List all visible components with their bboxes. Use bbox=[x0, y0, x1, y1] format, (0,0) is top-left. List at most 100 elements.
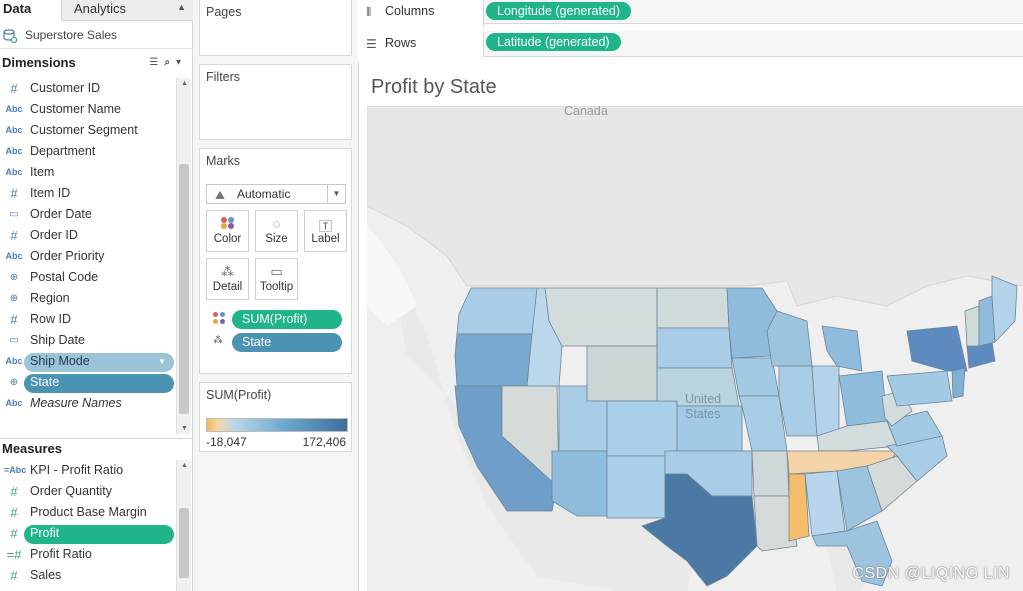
state-arkansas[interactable] bbox=[751, 450, 790, 497]
detail-button[interactable]: ⁂ Detail bbox=[206, 258, 249, 300]
field-item[interactable]: Abc Item bbox=[0, 162, 176, 183]
state-north-dakota[interactable] bbox=[656, 287, 730, 329]
columns-pill[interactable]: Longitude (generated) bbox=[486, 2, 632, 20]
measures-header: Measures bbox=[0, 438, 193, 460]
data-pane: Data Analytics ▲ Superstore Sales Dimens… bbox=[0, 0, 193, 591]
state-michigan[interactable] bbox=[821, 325, 863, 372]
state-ohio[interactable] bbox=[838, 370, 888, 427]
field-order-id[interactable]: # Order ID bbox=[0, 225, 176, 246]
map-label-canada: Canada bbox=[564, 106, 608, 118]
profit-legend-card[interactable]: SUM(Profit) -18,047 172,406 bbox=[199, 382, 352, 452]
field-state-highlight bbox=[24, 374, 174, 393]
field-postal-code[interactable]: ⊕ Postal Code bbox=[0, 267, 176, 288]
state-mississippi[interactable] bbox=[788, 473, 810, 542]
label-button[interactable]: 🅃 Label bbox=[304, 210, 347, 252]
scroll-up-icon[interactable]: ▲ bbox=[181, 80, 188, 87]
watermark: CSDN @LIQING LIN bbox=[852, 565, 1010, 582]
filters-title: Filters bbox=[206, 70, 241, 84]
state-washington[interactable] bbox=[456, 287, 538, 335]
tab-data[interactable]: Data bbox=[0, 0, 61, 21]
text-label-icon: 🅃 bbox=[318, 219, 332, 234]
field-customer-segment[interactable]: Abc Customer Segment bbox=[0, 120, 176, 141]
state-illinois[interactable] bbox=[778, 365, 818, 437]
field-ship-date[interactable]: ▭ Ship Date bbox=[0, 330, 176, 351]
state-vermont[interactable] bbox=[964, 305, 980, 347]
color-button[interactable]: Color bbox=[206, 210, 249, 252]
dimensions-scroll-thumb[interactable] bbox=[179, 164, 189, 414]
chevron-down-icon[interactable]: ▼ bbox=[158, 357, 166, 366]
datasource-item[interactable]: Superstore Sales bbox=[0, 25, 193, 49]
field-profit[interactable]: # Profit bbox=[0, 523, 176, 544]
tab-arrows-icon[interactable]: ▲ bbox=[177, 2, 186, 12]
field-state[interactable]: ⊕ State bbox=[0, 372, 176, 393]
scroll-down-icon[interactable]: ▼ bbox=[181, 425, 188, 432]
detail-field-pill[interactable]: State bbox=[232, 333, 342, 352]
scroll-up-icon[interactable]: ▲ bbox=[181, 462, 188, 469]
marks-title: Marks bbox=[206, 154, 241, 168]
field-customer-name[interactable]: Abc Customer Name bbox=[0, 99, 176, 120]
filled-map[interactable]: Canada United States CSDN @LIQING LIN bbox=[367, 106, 1023, 591]
field-region[interactable]: ⊕ Region bbox=[0, 288, 176, 309]
number-icon: # bbox=[10, 484, 18, 499]
tab-analytics[interactable]: Analytics ▲ bbox=[61, 0, 193, 21]
state-pennsylvania[interactable] bbox=[886, 370, 953, 407]
number-icon: # bbox=[10, 228, 18, 243]
rows-shelf[interactable]: ☰ Rows Latitude (generated) bbox=[358, 31, 1023, 57]
field-item-id[interactable]: # Item ID bbox=[0, 183, 176, 204]
pages-card[interactable]: Pages bbox=[199, 0, 352, 56]
viz-title: Profit by State bbox=[371, 76, 497, 98]
state-south-dakota[interactable] bbox=[656, 327, 733, 369]
state-colorado[interactable] bbox=[606, 400, 678, 457]
state-florida[interactable] bbox=[811, 520, 893, 587]
state-louisiana[interactable] bbox=[753, 495, 798, 552]
columns-shelf[interactable]: ⦀ Columns Longitude (generated) bbox=[358, 0, 1023, 28]
pane-tabs: Data Analytics ▲ bbox=[0, 0, 193, 21]
state-texas[interactable] bbox=[641, 473, 758, 587]
field-order-priority[interactable]: Abc Order Priority bbox=[0, 246, 176, 267]
field-customer-id[interactable]: # Customer ID bbox=[0, 78, 176, 99]
field-profit-ratio[interactable]: =# Profit Ratio bbox=[0, 544, 176, 565]
state-wisconsin[interactable] bbox=[766, 310, 813, 367]
state-new-mexico[interactable] bbox=[606, 455, 666, 519]
field-kpi-profit-ratio[interactable]: =Abc KPI - Profit Ratio bbox=[0, 460, 176, 481]
filters-card[interactable]: Filters bbox=[199, 64, 352, 140]
state-maine[interactable] bbox=[991, 275, 1018, 343]
string-icon: Abc bbox=[5, 146, 23, 156]
field-sales[interactable]: # Sales bbox=[0, 565, 176, 586]
columns-shelf-label: ⦀ Columns bbox=[358, 0, 484, 28]
field-product-base-margin[interactable]: # Product Base Margin bbox=[0, 502, 176, 523]
calendar-icon: ▭ bbox=[9, 209, 19, 220]
number-icon: # bbox=[10, 312, 18, 327]
mark-type-dropdown[interactable]: ⛰ Automatic ▼ bbox=[206, 184, 346, 204]
measures-scroll-thumb[interactable] bbox=[179, 508, 189, 578]
map-mark-icon: ⛰ bbox=[215, 188, 226, 202]
field-order-quantity[interactable]: # Order Quantity bbox=[0, 481, 176, 502]
chevron-down-icon[interactable]: ▾ bbox=[175, 57, 187, 68]
state-new-jersey[interactable] bbox=[951, 367, 966, 399]
dimensions-scrollbar[interactable]: ▲ ▼ bbox=[176, 78, 191, 434]
measures-scrollbar[interactable]: ▲ bbox=[176, 460, 191, 591]
field-row-id[interactable]: # Row ID bbox=[0, 309, 176, 330]
state-montana[interactable] bbox=[544, 287, 658, 347]
field-ship-mode[interactable]: Abc Ship Mode ▼ bbox=[0, 351, 176, 372]
field-order-date[interactable]: ▭ Order Date bbox=[0, 204, 176, 225]
state-indiana[interactable] bbox=[811, 365, 840, 437]
color-icon bbox=[207, 211, 248, 233]
tooltip-icon: ▭ bbox=[270, 264, 283, 279]
state-oregon[interactable] bbox=[454, 333, 533, 387]
rows-pill[interactable]: Latitude (generated) bbox=[486, 33, 621, 51]
color-field-pill[interactable]: SUM(Profit) bbox=[232, 310, 342, 329]
state-arizona[interactable] bbox=[551, 450, 608, 517]
state-wyoming[interactable] bbox=[586, 345, 658, 402]
field-department[interactable]: Abc Department bbox=[0, 141, 176, 162]
size-button[interactable]: ◌ Size bbox=[255, 210, 298, 252]
marks-card: Marks ⛰ Automatic ▼ Color ◌ Size 🅃 Label bbox=[199, 148, 352, 374]
pages-title: Pages bbox=[206, 5, 242, 19]
string-icon: Abc bbox=[5, 356, 23, 366]
list-view-icon[interactable]: ☰ bbox=[149, 57, 165, 68]
dimensions-tools: ☰⌕▾ bbox=[149, 57, 187, 68]
tooltip-button[interactable]: ▭ Tooltip bbox=[255, 258, 298, 300]
search-icon[interactable]: ⌕ bbox=[164, 57, 176, 68]
field-measure-names[interactable]: Abc Measure Names bbox=[0, 393, 176, 414]
chevron-down-icon[interactable]: ▼ bbox=[327, 185, 345, 203]
